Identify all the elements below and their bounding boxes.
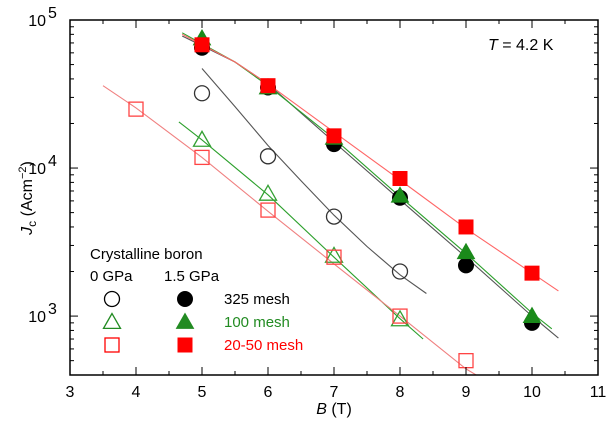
legend: Crystalline boron 0 GPa 1.5 GPa 325 mesh… (90, 246, 303, 354)
x-tick-label: 4 (132, 384, 141, 401)
data-point-square-filled-1 (260, 78, 276, 94)
legend-title: Crystalline boron (90, 246, 203, 263)
data-point-triangle-filled-4 (456, 242, 476, 260)
data-point-circle-filled-4 (458, 257, 474, 274)
legend-marker-open-triangle (102, 312, 122, 330)
x-tick-label: 10 (523, 384, 541, 401)
data-point-triangle-open-1 (258, 183, 278, 201)
x-tick-label: 7 (330, 384, 339, 401)
x-axis-title: B (T) (316, 401, 352, 418)
y-axis-unit-sup: −2 (17, 167, 29, 180)
x-axis-var: B (316, 401, 327, 418)
data-point-square-filled-2 (326, 128, 342, 144)
data-point-triangle-open-0 (192, 130, 212, 147)
x-tick-label: 8 (396, 384, 405, 401)
legend-col2-header: 1.5 GPa (164, 268, 220, 285)
fit-line-triangle-open (178, 121, 424, 340)
y-axis-unit-open: (Acm (19, 179, 36, 221)
legend-label: 20-50 mesh (224, 337, 303, 354)
data-point-triangle-filled-3 (390, 186, 410, 203)
y-tick-exponent: 5 (48, 5, 57, 22)
data-point-circle-open-0 (193, 85, 211, 102)
y-tick-label: 10 (28, 161, 46, 178)
temperature-annotation: T = 4.2 K (488, 37, 554, 54)
x-axis-unit: (T) (327, 401, 352, 418)
data-point-square-filled-0 (194, 37, 210, 53)
legend-marker-open-circle (103, 290, 121, 308)
x-tick-label: 5 (198, 384, 207, 401)
data-point-square-filled-5 (524, 265, 540, 281)
plot-frame (69, 19, 599, 376)
temperature-value: = 4.2 K (498, 37, 554, 54)
legend-marker-open-square (104, 337, 120, 353)
y-tick-label: 10 (28, 13, 46, 30)
x-tick-label: 9 (462, 384, 471, 401)
fit-line-square-open (102, 85, 478, 375)
data-point-square-open-3 (326, 249, 342, 265)
temperature-var: T (488, 37, 499, 54)
x-tick-label: 6 (264, 384, 273, 401)
data-point-square-open-4 (392, 308, 408, 324)
data-point-triangle-open-3 (390, 309, 410, 327)
x-tick-label: 11 (590, 384, 607, 401)
legend-col1-header: 0 GPa (90, 268, 133, 285)
y-axis-var: J (19, 226, 36, 236)
legend-marker-filled-triangle (175, 312, 195, 329)
data-point-square-filled-3 (392, 170, 408, 186)
legend-marker-filled-square (177, 337, 193, 353)
data-point-square-open-0 (128, 101, 144, 117)
fit-curves (102, 32, 559, 375)
data-point-square-open-1 (194, 149, 210, 166)
y-axis-sub: c (25, 221, 39, 227)
data-point-triangle-open-2 (324, 246, 344, 263)
legend-marker-filled-circle (177, 291, 193, 307)
x-tick-label: 3 (66, 384, 75, 401)
data-point-triangle-filled-5 (522, 306, 542, 323)
data-point-circle-open-1 (259, 148, 277, 165)
fit-line-square-filled (181, 33, 559, 292)
data-point-square-open-2 (260, 202, 276, 218)
y-axis-title: Jc (Acm−2) (17, 161, 39, 236)
legend-label: 100 mesh (224, 314, 290, 331)
data-point-circle-open-3 (391, 263, 409, 280)
legend-label: 325 mesh (224, 291, 290, 308)
y-tick-exponent: 3 (48, 301, 57, 318)
data-point-square-filled-4 (458, 219, 474, 235)
y-tick-label: 10 (28, 309, 46, 326)
y-axis-unit-close: ) (19, 161, 36, 166)
legend-rows: 325 mesh 100 mesh 20-50 mesh (102, 290, 303, 354)
y-tick-exponent: 4 (48, 153, 57, 170)
fit-line-circle-open (201, 68, 427, 294)
data-markers (128, 28, 542, 369)
data-point-circle-open-2 (325, 208, 343, 225)
